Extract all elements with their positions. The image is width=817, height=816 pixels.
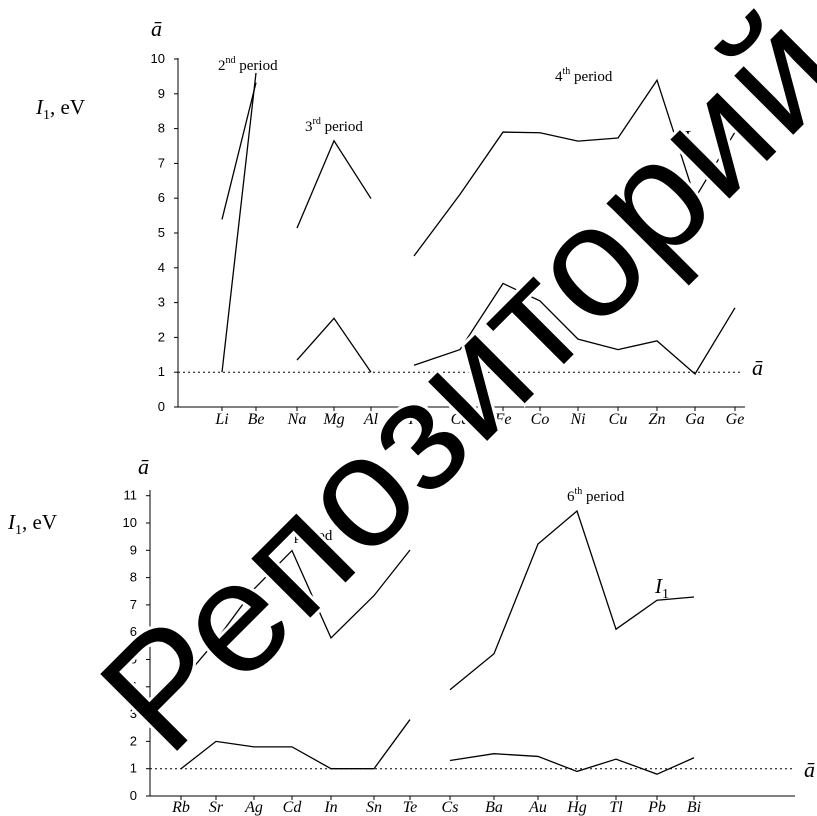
category-label-na: Na: [287, 411, 307, 428]
y-tick-label: 5: [130, 652, 137, 667]
y-tick-label: 8: [130, 570, 137, 585]
y-tick-label: 3: [130, 706, 137, 721]
annotation-1: 5th period: [275, 525, 333, 544]
y-tick-label: 9: [130, 542, 137, 557]
annotation-3: 4th period: [555, 66, 613, 85]
y-tick-label: 1: [130, 761, 137, 776]
category-label-tl: Tl: [609, 799, 623, 816]
series-1-segment-2: [449, 509, 695, 691]
category-label-mg: Mg: [322, 411, 344, 428]
annotation-2: 6th period: [567, 486, 625, 505]
y-tick-label: 1: [158, 364, 165, 379]
category-label-al: Al: [363, 411, 379, 428]
category-label-co: Co: [531, 411, 550, 428]
chart-1: 0 1 2 3 4 5 6 7 8 9 10 Li Be Na Mg Al K Ca Fe Co Ni Cu Zn Ga Ge ā…: [35, 16, 763, 428]
series-1-segment-2: [296, 139, 372, 229]
y-tick-label: 3: [158, 295, 165, 310]
category-label-k: K: [408, 411, 421, 428]
y-tick-label: 9: [158, 86, 165, 101]
category-label-ge: Ge: [726, 411, 745, 428]
y-axis-title: I1, eV: [35, 95, 85, 123]
chart-2: 0 1 2 3 4 5 6 7 8 9 10 11 Rb Sr Ag Cd In Sn Te Cs Ba Au Hg Tl Pb…: [7, 454, 815, 816]
y-tick-label: 2: [158, 329, 165, 344]
series-2-segment-1: [221, 72, 257, 373]
category-label-au: Au: [528, 799, 547, 816]
y-tick-label: 5: [158, 225, 165, 240]
series-2-segment-1: [180, 719, 411, 770]
y-tick-label: 6: [130, 624, 137, 639]
category-label-rb: Rb: [171, 799, 190, 816]
annotation-1: 2nd period: [218, 55, 278, 74]
series-1-segment-3: [413, 78, 736, 257]
y-tick-label: 7: [130, 597, 137, 612]
series-2-segment-3: [413, 282, 736, 375]
category-label-cu: Cu: [609, 411, 628, 428]
series-1-segment-1: [180, 549, 411, 683]
category-label-pb: Pb: [647, 799, 666, 816]
annotation-3: I1: [654, 574, 669, 602]
category-label-be: Be: [248, 411, 265, 428]
y-tick-label: 10: [151, 51, 165, 66]
series-2-segment-2: [296, 317, 372, 373]
series-2-segment-2: [449, 753, 695, 775]
y-tick-label: 6: [158, 190, 165, 205]
y-axis-symbol: ā: [151, 16, 162, 41]
y-axis-symbol: ā: [138, 454, 149, 479]
category-label-ca: Ca: [451, 411, 470, 428]
category-label-li: Li: [214, 411, 228, 428]
category-label-ba: Ba: [485, 799, 503, 816]
category-label-ni: Ni: [569, 411, 585, 428]
y-tick-label: 0: [130, 788, 137, 803]
y-tick-label: 11: [124, 488, 138, 503]
category-label-cs: Cs: [442, 799, 459, 816]
category-label-sr: Sr: [209, 799, 224, 816]
y-tick-label: 4: [130, 679, 137, 694]
watermark-text: Репозиторий Кан: [68, 0, 817, 784]
category-label-fe: Fe: [494, 411, 512, 428]
category-label-te: Te: [403, 799, 418, 816]
reference-label: ā: [752, 355, 763, 380]
watermark: Репозиторий Кан: [65, 0, 817, 787]
category-label-hg: Hg: [566, 799, 587, 816]
category-label-zn: Zn: [649, 411, 666, 428]
category-label-cd: Cd: [283, 799, 303, 816]
y-axis-title: I1, eV: [7, 510, 57, 538]
y-tick-label: 4: [158, 260, 165, 275]
series-1-segment-1: [221, 82, 257, 220]
category-label-ag: Ag: [244, 799, 263, 816]
y-tick-label: 2: [130, 733, 137, 748]
y-tick-label: 7: [158, 155, 165, 170]
annotation-2: 3rd period: [305, 116, 363, 135]
category-label-sn: Sn: [366, 799, 382, 816]
y-tick-label: 0: [158, 399, 165, 414]
category-label-in: In: [323, 799, 337, 816]
category-label-ga: Ga: [685, 411, 705, 428]
category-label-bi: Bi: [687, 799, 701, 816]
y-tick-label: 8: [158, 121, 165, 136]
annotation-4: I1: [682, 126, 697, 154]
reference-label: ā: [804, 757, 815, 782]
y-tick-label: 10: [123, 515, 137, 530]
